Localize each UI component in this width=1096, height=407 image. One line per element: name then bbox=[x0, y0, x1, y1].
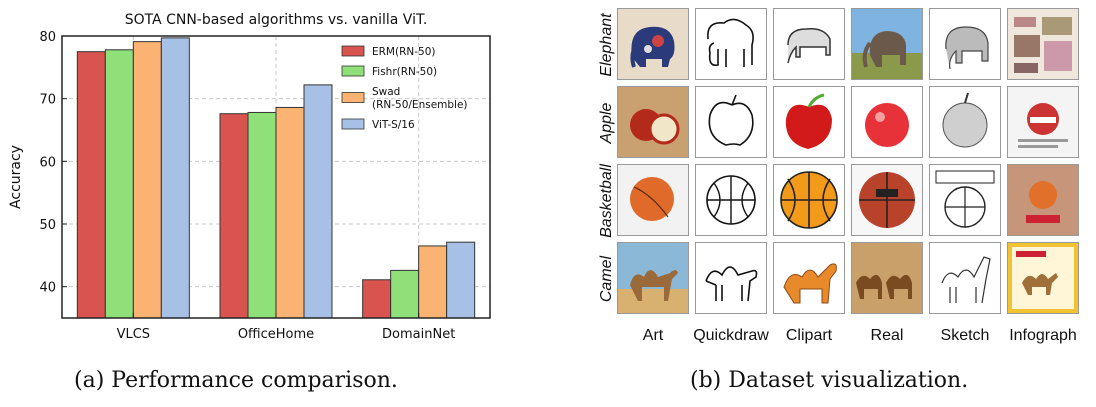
y-tick-label: 60 bbox=[39, 155, 56, 170]
image-apple-infograph bbox=[1007, 86, 1079, 158]
caption-a: (a) Performance comparison. bbox=[74, 368, 398, 393]
image-basketball-quickdraw bbox=[695, 164, 767, 236]
bars bbox=[76, 37, 476, 319]
axis-ticks: 40 50 60 70 80 VLCS OfficeHome DomainNet bbox=[39, 30, 455, 342]
caption-b: (b) Dataset visualization. bbox=[690, 368, 969, 393]
image-elephant-art bbox=[617, 8, 689, 80]
row-label-basketball: Basketball bbox=[598, 164, 615, 238]
image-apple-art bbox=[617, 86, 689, 158]
legend-label: ERM(RN-50) bbox=[372, 46, 435, 58]
image-apple-sketch bbox=[929, 86, 1001, 158]
image-camel-clipart bbox=[773, 242, 845, 314]
image-elephant-clipart bbox=[773, 8, 845, 80]
image-camel-quickdraw bbox=[695, 242, 767, 314]
bar-vlcs-1 bbox=[104, 49, 134, 319]
bar-officehome-3 bbox=[303, 84, 333, 319]
image-basketball-real bbox=[851, 164, 923, 236]
column-label-quickdraw: Quickdraw bbox=[693, 327, 769, 344]
bar-officehome-0 bbox=[219, 113, 249, 319]
image-elephant-real bbox=[851, 8, 923, 80]
image-camel-real bbox=[851, 242, 923, 314]
bar-officehome-2 bbox=[275, 106, 305, 319]
chart-title: SOTA CNN-based algorithms vs. vanilla Vi… bbox=[125, 12, 428, 28]
bar-domainnet-0 bbox=[362, 279, 392, 319]
y-tick-label: 80 bbox=[39, 30, 56, 45]
bar-domainnet-2 bbox=[418, 245, 448, 319]
image-basketball-sketch bbox=[929, 164, 1001, 236]
row-label-camel: Camel bbox=[598, 255, 615, 303]
legend-label: (RN-50/Ensemble) bbox=[372, 99, 468, 111]
legend-swatch bbox=[341, 92, 365, 103]
image-apple-real bbox=[851, 86, 923, 158]
legend-label: ViT-S/16 bbox=[372, 119, 415, 131]
x-tick-label: DomainNet bbox=[382, 327, 455, 342]
bar-domainnet-1 bbox=[390, 269, 420, 319]
legend-swatch bbox=[341, 45, 365, 57]
legend: ERM(RN-50) Fishr(RN-50) Swad(RN-50/Ensembl… bbox=[341, 45, 468, 131]
image-elephant-sketch bbox=[929, 8, 1001, 80]
row-label-apple: Apple bbox=[598, 102, 615, 144]
image-basketball-clipart bbox=[773, 164, 845, 236]
column-label-real: Real bbox=[870, 327, 904, 344]
image-elephant-quickdraw bbox=[695, 8, 767, 80]
y-tick-label: 50 bbox=[39, 218, 56, 233]
image-apple-quickdraw bbox=[695, 86, 767, 158]
bar-vlcs-3 bbox=[160, 37, 190, 319]
x-tick-label: VLCS bbox=[117, 327, 150, 342]
column-label-art: Art bbox=[642, 327, 664, 344]
y-axis-label: Accuracy bbox=[8, 145, 24, 209]
image-camel-sketch bbox=[929, 242, 1001, 314]
bar-officehome-1 bbox=[247, 111, 277, 319]
x-tick-label: OfficeHome bbox=[238, 327, 314, 342]
bar-vlcs-0 bbox=[76, 51, 106, 319]
column-label-infograph: Infograph bbox=[1009, 327, 1077, 344]
bar-chart: SOTA CNN-based algorithms vs. vanilla Vi… bbox=[8, 12, 491, 342]
bar-domainnet-3 bbox=[446, 241, 476, 319]
image-basketball-infograph bbox=[1007, 164, 1079, 236]
column-label-clipart: Clipart bbox=[785, 327, 833, 344]
legend-label: Fishr(RN-50) bbox=[372, 66, 437, 78]
row-label-elephant: Elephant bbox=[598, 13, 615, 77]
image-camel-art bbox=[617, 242, 689, 314]
column-label-sketch: Sketch bbox=[940, 327, 990, 344]
legend-label: Swad bbox=[372, 86, 400, 98]
image-elephant-infograph bbox=[1007, 8, 1079, 80]
image-basketball-art bbox=[617, 164, 689, 236]
bar-vlcs-2 bbox=[132, 41, 162, 319]
y-tick-label: 40 bbox=[39, 281, 56, 296]
legend-swatch bbox=[341, 118, 365, 130]
image-apple-clipart bbox=[773, 86, 845, 158]
legend-swatch bbox=[341, 65, 365, 77]
y-tick-label: 70 bbox=[39, 93, 56, 108]
image-camel-infograph bbox=[1007, 242, 1079, 314]
